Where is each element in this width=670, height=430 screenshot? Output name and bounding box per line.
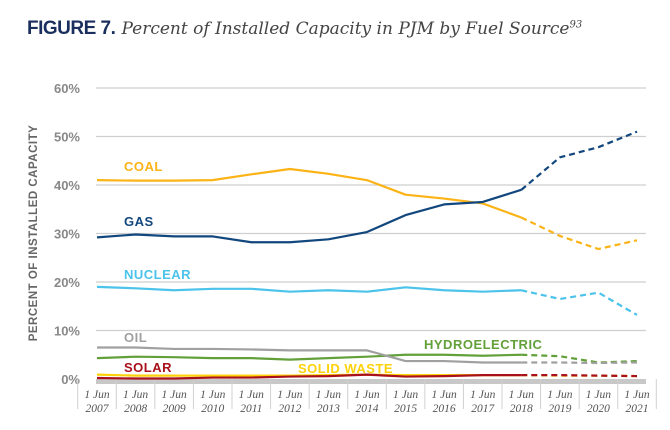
solar-projection-line bbox=[521, 374, 638, 378]
x-tick-prefix: 1 Jun bbox=[586, 389, 611, 401]
x-tick-prefix: 1 Jun bbox=[239, 389, 264, 401]
x-tick-label: 2021 bbox=[626, 403, 649, 415]
x-tick-label: 2009 bbox=[163, 403, 186, 415]
x-tick-prefix: 1 Jun bbox=[393, 389, 418, 401]
y-tick-label: 20% bbox=[54, 275, 80, 290]
series-label-nuclear: NUCLEAR bbox=[124, 267, 191, 282]
figure-number: FIGURE 7. bbox=[27, 18, 116, 39]
x-tick-prefix: 1 Jun bbox=[200, 389, 225, 401]
x-tick-label: 2008 bbox=[124, 403, 147, 415]
hydroelectric-line bbox=[96, 353, 522, 361]
solid-waste-projection-line bbox=[521, 374, 638, 378]
x-tick-label: 2016 bbox=[433, 403, 456, 415]
x-tick-prefix: 1 Jun bbox=[84, 389, 109, 401]
x-tick-label: 2010 bbox=[201, 403, 224, 415]
x-tick-prefix: 1 Jun bbox=[354, 389, 379, 401]
y-tick-label: 40% bbox=[54, 178, 80, 193]
x-tick-label: 2011 bbox=[240, 403, 262, 415]
title-text: Percent of Installed Capacity in PJM by … bbox=[121, 19, 582, 39]
x-axis-band bbox=[96, 379, 646, 384]
title-footnote: 93 bbox=[569, 19, 583, 31]
y-tick-label: 30% bbox=[54, 227, 80, 242]
x-tick-label: 2020 bbox=[587, 403, 610, 415]
series-label-gas: GAS bbox=[124, 214, 154, 229]
x-tick-label: 2012 bbox=[278, 403, 301, 415]
series-label-solid-waste: SOLID WASTE bbox=[298, 361, 393, 376]
solar-line bbox=[96, 373, 522, 380]
y-tick-label: 0% bbox=[61, 372, 80, 387]
x-tick-prefix: 1 Jun bbox=[547, 389, 572, 401]
series-label-solar: SOLAR bbox=[124, 360, 172, 375]
x-tick-label: 2018 bbox=[510, 403, 533, 415]
x-tick-prefix: 1 Jun bbox=[509, 389, 534, 401]
x-tick-label: 2007 bbox=[86, 403, 110, 415]
series-label-coal: COAL bbox=[124, 159, 163, 174]
x-tick-label: 2014 bbox=[356, 403, 379, 415]
x-tick-prefix: 1 Jun bbox=[316, 389, 341, 401]
series-label-hydroelectric: HYDROELECTRIC bbox=[424, 337, 543, 352]
y-tick-label: 60% bbox=[54, 81, 80, 96]
x-tick-prefix: 1 Jun bbox=[470, 389, 495, 401]
y-tick-label: 50% bbox=[54, 130, 80, 145]
chart-title: FIGURE 7. Percent of Installed Capacity … bbox=[27, 17, 582, 40]
x-tick-label: 2013 bbox=[317, 403, 340, 415]
x-tick-label: 2019 bbox=[548, 403, 571, 415]
hydroelectric-projection-line bbox=[521, 353, 638, 364]
x-tick-prefix: 1 Jun bbox=[432, 389, 457, 401]
x-tick-prefix: 1 Jun bbox=[277, 389, 302, 401]
gas-projection-line bbox=[520, 130, 638, 191]
series-label-oil: OIL bbox=[124, 330, 147, 345]
coal-line bbox=[96, 167, 522, 219]
nuclear-line bbox=[96, 285, 522, 293]
gas-line bbox=[96, 188, 522, 244]
title-main: Percent of Installed Capacity in PJM by … bbox=[121, 19, 570, 39]
y-tick-label: 10% bbox=[54, 324, 80, 339]
y-axis-label: PERCENT OF INSTALLED CAPACITY bbox=[28, 125, 40, 342]
nuclear-projection-line bbox=[521, 289, 638, 316]
x-tick-prefix: 1 Jun bbox=[162, 389, 187, 401]
x-tick-prefix: 1 Jun bbox=[123, 389, 148, 401]
oil-line bbox=[97, 346, 522, 364]
x-tick-label: 2017 bbox=[471, 403, 495, 415]
coal-projection-line bbox=[520, 216, 638, 251]
x-tick-prefix: 1 Jun bbox=[624, 389, 649, 401]
x-tick-label: 2015 bbox=[394, 403, 417, 415]
